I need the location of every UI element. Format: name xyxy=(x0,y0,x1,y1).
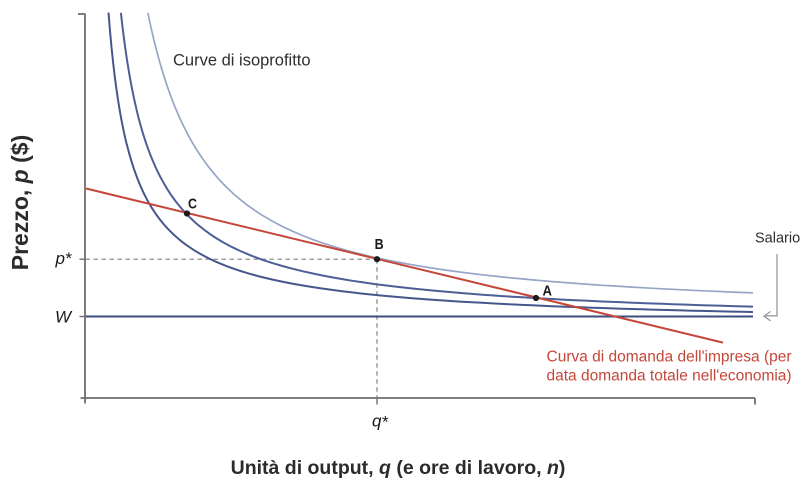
svg-text:Curva di domanda dell'impresa: Curva di domanda dell'impresa (per xyxy=(547,349,792,366)
svg-text:*: * xyxy=(382,413,389,432)
svg-text:C: C xyxy=(188,195,197,212)
svg-text:Prezzo, p ($): Prezzo, p ($) xyxy=(7,135,33,270)
svg-text:A: A xyxy=(543,283,553,300)
svg-text:*: * xyxy=(66,249,73,268)
svg-text:Curve di isoprofitto: Curve di isoprofitto xyxy=(173,51,311,69)
svg-text:Salario: Salario xyxy=(755,231,800,247)
svg-text:data domanda totale nell'econo: data domanda totale nell'economia) xyxy=(547,368,792,385)
svg-text:q: q xyxy=(372,412,382,431)
svg-text:W: W xyxy=(55,308,73,327)
svg-text:Unità di output, q (e ore di l: Unità di output, q (e ore di lavoro, n) xyxy=(231,457,566,479)
svg-text:p: p xyxy=(55,249,65,268)
svg-text:B: B xyxy=(375,236,384,253)
